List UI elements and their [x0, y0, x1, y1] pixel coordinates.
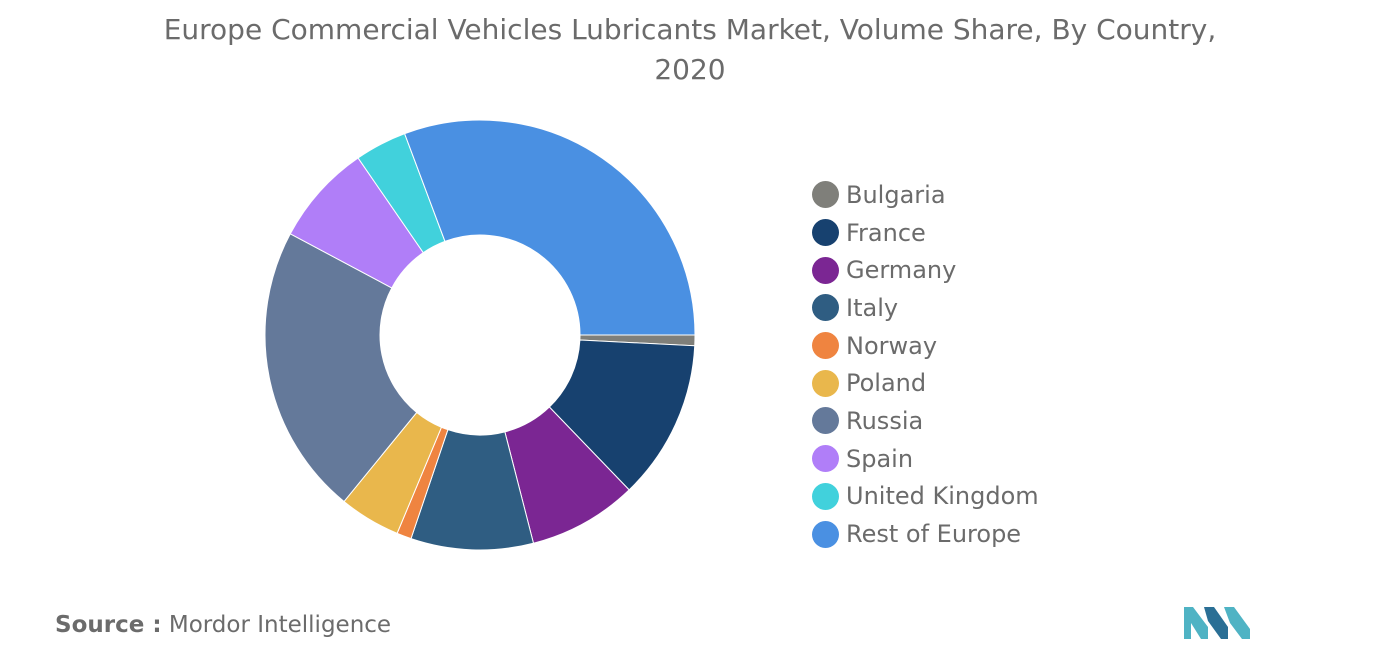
- legend-item: Spain: [812, 440, 1039, 478]
- source-note: Source : Mordor Intelligence: [55, 612, 391, 638]
- legend-swatch: [812, 407, 839, 435]
- chart-title: Europe Commercial Vehicles Lubricants Ma…: [163, 13, 1217, 86]
- chart-legend: Bulgaria France Germany Italy Norway Poland Ru…: [812, 176, 1039, 553]
- slice-russia: [264, 233, 418, 503]
- legend-swatch: [812, 294, 839, 322]
- legend-swatch: [812, 332, 839, 360]
- legend-swatch: [812, 520, 839, 548]
- legend-item: Rest of Europe: [812, 515, 1039, 553]
- legend-swatch: [812, 369, 839, 397]
- legend-item: Germany: [812, 251, 1039, 289]
- legend-item: Norway: [812, 327, 1039, 365]
- legend-label: Rest of Europe: [846, 520, 1022, 549]
- legend-label: Italy: [846, 293, 899, 322]
- legend-swatch: [812, 219, 839, 247]
- logo-mark-middle: [1204, 607, 1228, 639]
- legend-label: Russia: [846, 406, 924, 435]
- source-text: Mordor Intelligence: [168, 612, 392, 638]
- logo-mark-left: [1184, 607, 1208, 639]
- legend-label: Spain: [846, 444, 914, 473]
- legend-label: France: [846, 218, 926, 247]
- logo-mark-right: [1224, 607, 1250, 639]
- legend-swatch: [812, 482, 839, 510]
- legend-label: Bulgaria: [846, 180, 946, 209]
- legend-label: Germany: [846, 256, 957, 285]
- mordor-intelligence-logo: [1184, 607, 1250, 639]
- legend-item: Italy: [812, 289, 1039, 327]
- legend-item: Russia: [812, 402, 1039, 440]
- legend-label: United Kingdom: [846, 482, 1039, 511]
- legend-label: Poland: [846, 369, 927, 398]
- legend-swatch: [812, 256, 839, 284]
- slice-rest-of-europe: [403, 119, 696, 336]
- legend-swatch: [812, 181, 839, 209]
- legend-item: Bulgaria: [812, 176, 1039, 214]
- legend-swatch: [812, 445, 839, 473]
- legend-item: United Kingdom: [812, 478, 1039, 516]
- source-label: Source :: [55, 612, 162, 638]
- legend-item: Poland: [812, 364, 1039, 402]
- legend-label: Norway: [846, 331, 938, 360]
- legend-item: France: [812, 214, 1039, 252]
